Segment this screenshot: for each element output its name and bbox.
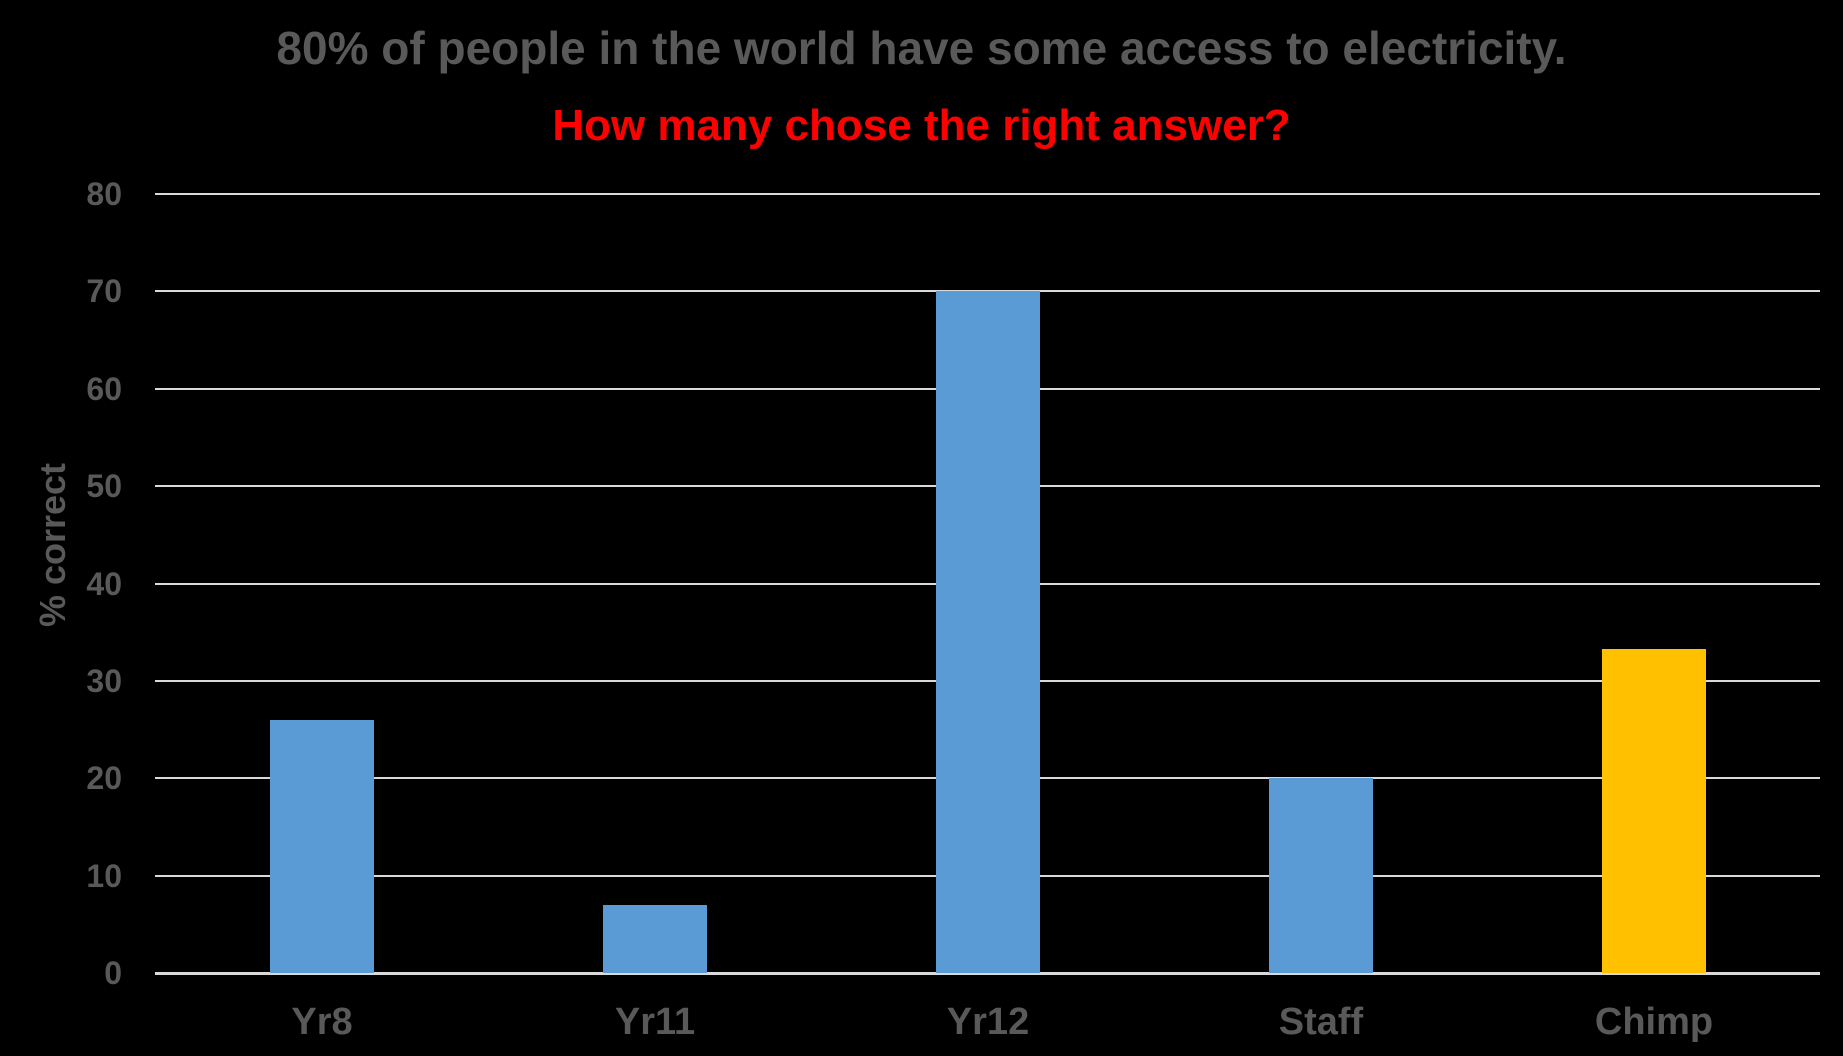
bar-chimp — [1602, 649, 1706, 973]
x-axis-category-label: Yr8 — [291, 1001, 353, 1043]
x-axis-category-label: Staff — [1278, 1001, 1364, 1043]
x-axis-category-label: Yr11 — [614, 1001, 696, 1043]
bar-yr11 — [603, 905, 707, 973]
x-axis-category-label: Yr12 — [946, 1001, 1030, 1043]
x-axis-category-label: Chimp — [1594, 1001, 1714, 1043]
y-axis-tick-label: 10 — [86, 858, 122, 894]
bar-yr8 — [270, 720, 374, 973]
y-axis-tick-label: 80 — [86, 176, 122, 212]
y-axis-tick-label: 30 — [86, 663, 122, 699]
bar-staff — [1269, 778, 1373, 973]
y-axis-tick-label: 50 — [86, 468, 122, 504]
x-axis-line — [155, 972, 1820, 975]
gridline — [155, 193, 1820, 195]
y-axis-tick-label: 60 — [86, 371, 122, 407]
plot-area — [155, 193, 1820, 975]
y-axis-tick-label: 20 — [86, 760, 122, 796]
y-axis-tick-label: 40 — [86, 566, 122, 602]
bar-yr12 — [936, 291, 1040, 973]
chart-title: 80% of people in the world have some acc… — [276, 22, 1567, 74]
y-axis-title: % correct — [32, 462, 73, 628]
y-axis-tick-label: 0 — [104, 955, 122, 991]
y-axis-tick-label: 70 — [86, 273, 122, 309]
chart-subtitle: How many chose the right answer? — [552, 101, 1291, 150]
